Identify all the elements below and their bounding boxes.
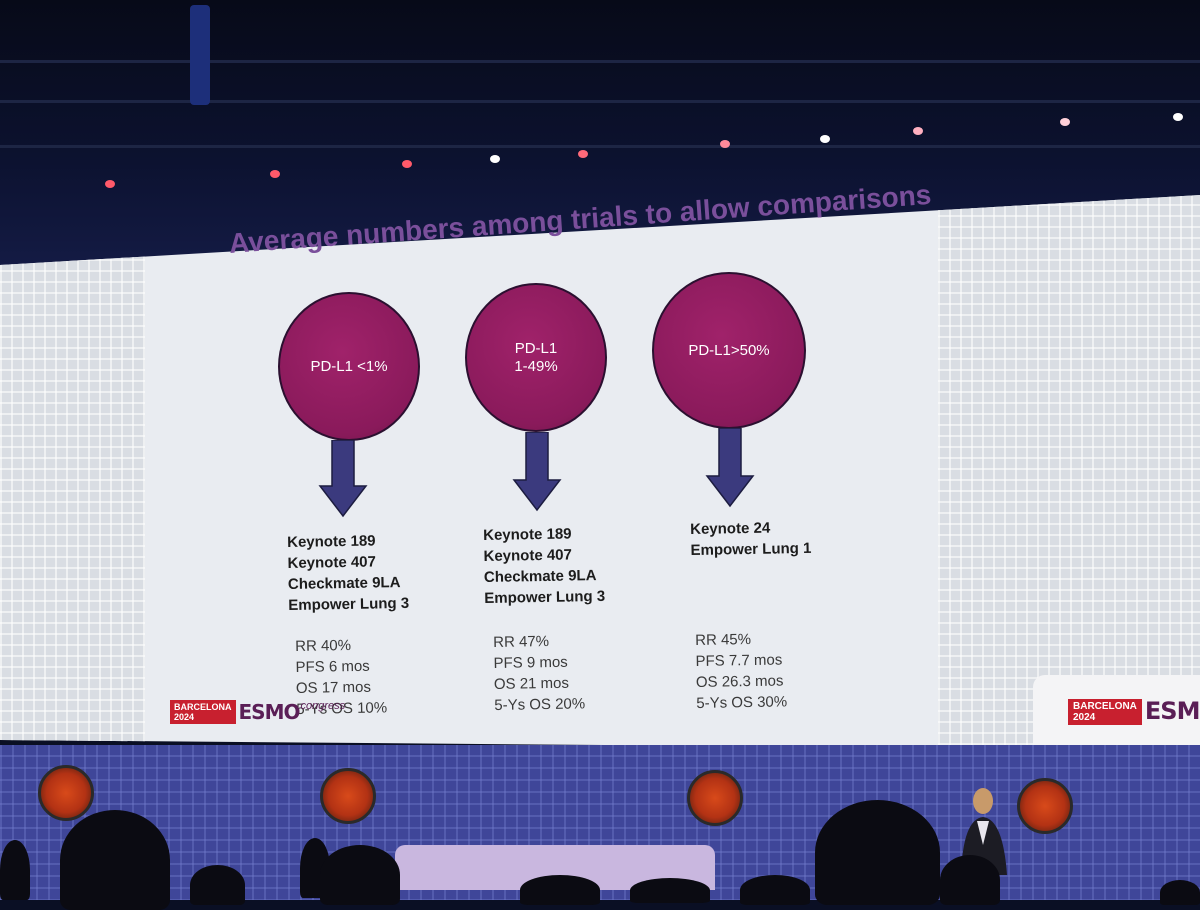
- trial-item: Checkmate 9LA: [287, 574, 401, 593]
- audience-member: [60, 810, 170, 910]
- circle-pdl1-mid: PD-L1 1-49%: [465, 283, 607, 432]
- trial-list: Keynote 189 Keynote 407 Checkmate 9LA Em…: [483, 523, 605, 609]
- stage-lamp: [38, 765, 94, 821]
- audience-member: [190, 865, 245, 905]
- stats-list: RR 45% PFS 7.7 mos OS 26.3 mos 5-Ys OS 3…: [695, 628, 787, 714]
- stage-light: [105, 180, 115, 188]
- arrow-down-icon: [512, 432, 562, 512]
- stat-item: 5-Ys OS 20%: [494, 695, 586, 714]
- circle-label: PD-L1 1-49%: [514, 339, 558, 375]
- logo-city-badge: BARCELONA 2024: [1068, 699, 1142, 725]
- logo-city-badge: BARCELONA 2024: [170, 700, 236, 724]
- circle-pdl1-low: PD-L1 <1%: [278, 292, 420, 441]
- trial-list: Keynote 189 Keynote 407 Checkmate 9LA Em…: [287, 530, 409, 616]
- stat-item: OS 17 mos: [295, 678, 372, 697]
- trial-list: Keynote 24 Empower Lung 1: [690, 517, 812, 561]
- trial-item: Empower Lung 3: [288, 594, 410, 614]
- trial-item: Keynote 407: [287, 553, 377, 572]
- audience-member: [815, 800, 940, 905]
- trial-item: Keynote 24: [690, 519, 771, 538]
- stage-light: [270, 170, 280, 178]
- truss-beam: [0, 145, 1200, 148]
- stage-light: [720, 140, 730, 148]
- stage-light: [402, 160, 412, 168]
- esmo-logo: BARCELONA 2024 ESMO congress: [170, 700, 345, 724]
- stat-item: OS 26.3 mos: [695, 672, 784, 691]
- stat-item: PFS 6 mos: [295, 657, 370, 676]
- stat-item: OS 21 mos: [493, 674, 570, 693]
- trial-item: Empower Lung 3: [484, 587, 606, 607]
- circle-label: PD-L1 <1%: [310, 357, 388, 375]
- screen-pattern-left: [0, 195, 145, 750]
- trial-item: Keynote 189: [287, 532, 376, 551]
- audience-member: [1160, 880, 1200, 905]
- audience-member: [940, 855, 1000, 905]
- audience-member: [320, 845, 400, 905]
- stage-light: [578, 150, 588, 158]
- stat-item: PFS 7.7 mos: [695, 651, 783, 670]
- circle-pdl1-high: PD-L1>50%: [652, 272, 806, 429]
- stats-list: RR 47% PFS 9 mos OS 21 mos 5-Ys OS 20%: [493, 630, 585, 716]
- stage-light: [1173, 113, 1183, 121]
- screen-pattern-right: [938, 195, 1200, 750]
- audience-member: [520, 875, 600, 905]
- speaker-array: [190, 5, 210, 105]
- audience-member: [740, 875, 810, 905]
- stat-item: RR 40%: [295, 637, 352, 655]
- stage-light: [820, 135, 830, 143]
- trial-item: Keynote 407: [483, 546, 573, 565]
- trial-item: Checkmate 9LA: [483, 567, 597, 586]
- truss-beam: [0, 60, 1200, 63]
- logo-brand: ESMO: [1144, 697, 1200, 725]
- stat-item: 5-Ys OS 30%: [696, 693, 788, 712]
- audience-member: [0, 840, 30, 900]
- stat-item: RR 45%: [695, 631, 752, 649]
- circle-label: PD-L1>50%: [688, 341, 770, 359]
- arrow-down-icon: [318, 440, 368, 518]
- stage-light: [490, 155, 500, 163]
- stage-light: [913, 127, 923, 135]
- logo-suffix: congress: [300, 700, 346, 712]
- truss-beam: [0, 100, 1200, 103]
- audience-member: [630, 878, 710, 903]
- stage-lamp: [320, 768, 376, 824]
- stage-light: [1060, 118, 1070, 126]
- projection-screen: [0, 195, 1200, 750]
- stage-lamp: [687, 770, 743, 826]
- stat-item: RR 47%: [493, 633, 550, 651]
- trial-item: Empower Lung 1: [690, 539, 812, 559]
- trial-item: Keynote 189: [483, 525, 572, 544]
- stat-item: PFS 9 mos: [493, 653, 568, 672]
- arrow-down-icon: [705, 428, 755, 508]
- logo-brand: ESMO: [238, 700, 301, 724]
- stage-lamp: [1017, 778, 1073, 834]
